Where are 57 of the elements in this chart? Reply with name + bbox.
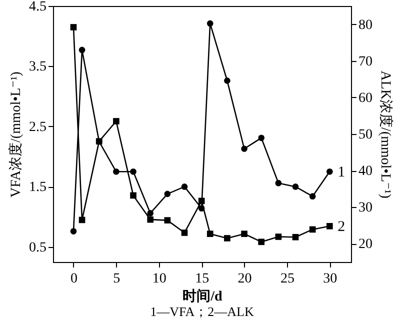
x-tick-label: 30 — [323, 272, 338, 286]
point — [164, 190, 171, 198]
series-label: 2 — [338, 219, 346, 236]
point — [206, 230, 214, 238]
point — [78, 216, 86, 224]
point — [70, 228, 77, 234]
y2-tick-label: 70 — [358, 54, 372, 70]
point — [309, 193, 316, 200]
point — [241, 230, 248, 238]
x-tick-label: 5 — [113, 272, 120, 286]
point — [206, 20, 214, 27]
point — [326, 168, 333, 175]
point — [258, 238, 265, 246]
text: 1—VFA；2—ALK — [149, 303, 255, 321]
point — [258, 134, 265, 142]
point — [147, 210, 154, 216]
point — [309, 226, 316, 233]
point — [224, 78, 230, 84]
y-tick-label: 2.5 — [29, 120, 46, 135]
y2-tick-label: 30 — [358, 200, 372, 216]
point — [147, 216, 154, 223]
point — [275, 180, 282, 186]
y2-tick-label: 20 — [358, 237, 372, 252]
y-axis-title: VFA浓度/(mmol•L⁻¹) — [8, 71, 24, 198]
point — [78, 46, 86, 54]
x-tick-label: 0 — [70, 272, 78, 286]
y2-tick-label: 80 — [358, 18, 372, 33]
x-tick-label: 15 — [195, 272, 210, 286]
y2-axis-title: ALK浓度/(mmol•L⁻¹) — [378, 70, 394, 199]
point — [130, 192, 136, 199]
y2-tick-label: 40 — [358, 164, 372, 180]
x-tick-label: 20 — [238, 272, 252, 286]
point — [181, 230, 188, 236]
point — [241, 146, 248, 152]
y-tick-label: 3.5 — [29, 60, 46, 75]
y-tick-label: 4.5 — [29, 0, 46, 14]
y2-tick-label: 60 — [358, 90, 372, 106]
point — [113, 168, 120, 175]
x-tick-label: 25 — [280, 272, 294, 286]
point — [130, 168, 136, 175]
point — [292, 184, 299, 190]
point — [164, 217, 171, 224]
point — [292, 234, 299, 240]
point — [326, 223, 333, 230]
y-tick-label: 0.5 — [29, 240, 46, 256]
point — [113, 118, 120, 124]
point — [70, 24, 77, 30]
point — [198, 198, 205, 204]
point — [224, 235, 230, 242]
point — [275, 234, 282, 240]
x-tick-label: 10 — [152, 272, 166, 286]
y2-tick-label: 50 — [358, 128, 372, 142]
point — [181, 184, 188, 190]
x-axis-title: 时间/d — [182, 288, 223, 304]
point — [96, 138, 102, 144]
y-tick-label: 1.5 — [29, 180, 46, 196]
series-label: 1 — [338, 164, 346, 181]
